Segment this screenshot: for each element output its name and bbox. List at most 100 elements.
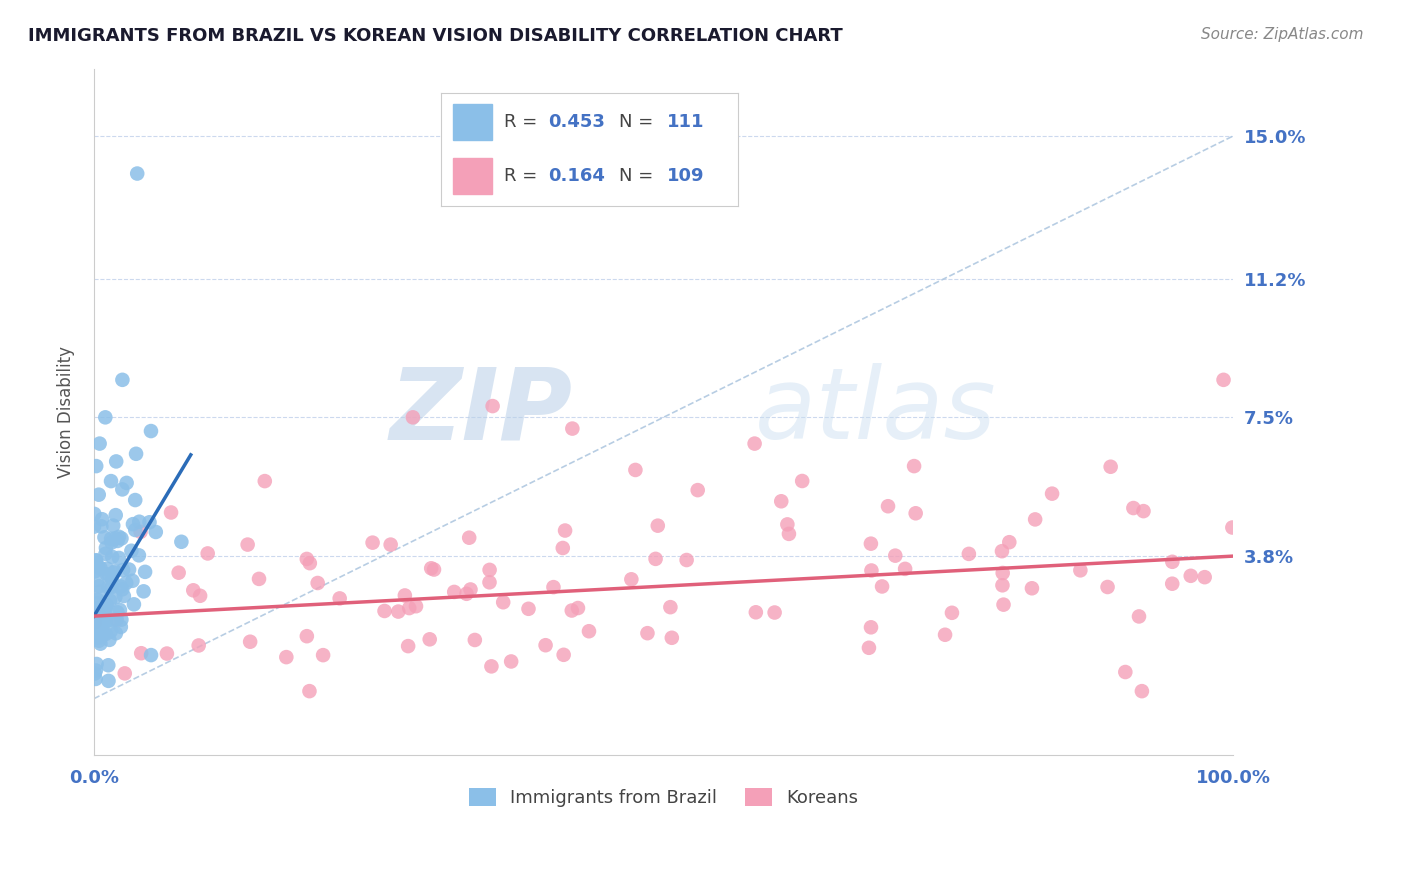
Point (87, 560, 110, 574)
Point (993, 598, 1015, 612)
Point (156, 647, 179, 661)
Point (105, 612, 128, 626)
Point (84, 554, 107, 568)
Point (114, 666, 136, 681)
Point (101, 549, 124, 564)
Point (83, 666, 105, 681)
Point (89, 561, 111, 575)
Point (160, 506, 183, 520)
Point (934, 628, 956, 642)
Text: ZIP: ZIP (389, 363, 572, 460)
Point (551, 541, 574, 555)
Point (89, 585, 111, 599)
Point (957, 547, 980, 561)
Point (94, 611, 117, 625)
Point (620, 572, 643, 586)
Text: Source: ZipAtlas.com: Source: ZipAtlas.com (1201, 27, 1364, 42)
Point (86, 615, 108, 630)
Point (858, 640, 880, 655)
Point (87, 605, 110, 619)
Point (578, 624, 600, 639)
Point (86, 596, 108, 610)
Point (104, 508, 127, 523)
Point (763, 606, 786, 620)
Point (553, 648, 575, 662)
Point (567, 601, 589, 615)
Point (312, 648, 335, 662)
Point (132, 584, 155, 599)
Point (276, 650, 298, 665)
Point (991, 566, 1014, 580)
Point (104, 531, 127, 545)
Point (118, 563, 141, 577)
Point (991, 544, 1014, 558)
Point (298, 556, 321, 570)
Point (1161, 555, 1184, 569)
Point (903, 459, 925, 474)
Point (100, 474, 122, 488)
Point (1122, 501, 1144, 516)
Point (373, 604, 395, 618)
Point (307, 576, 329, 591)
Point (101, 580, 124, 594)
Point (188, 589, 211, 603)
Point (84, 615, 107, 630)
Point (534, 638, 557, 652)
Point (90, 519, 112, 533)
Point (89, 610, 111, 624)
Point (187, 639, 209, 653)
Point (105, 613, 128, 627)
Point (1161, 576, 1184, 591)
Point (125, 447, 148, 461)
Point (647, 518, 669, 533)
Point (86, 620, 108, 634)
Point (139, 648, 162, 662)
Point (501, 655, 523, 669)
Point (84, 459, 107, 474)
Point (97, 658, 120, 673)
Point (87, 606, 110, 620)
Point (1069, 563, 1091, 577)
Point (97, 673, 120, 688)
Point (121, 574, 143, 588)
Point (167, 566, 190, 580)
Point (103, 518, 125, 533)
Point (94, 615, 117, 629)
Point (124, 523, 146, 537)
Point (686, 483, 709, 497)
Point (239, 634, 262, 648)
Point (170, 534, 193, 549)
Point (1194, 570, 1216, 584)
Point (561, 421, 583, 435)
Point (83, 565, 105, 579)
Point (1222, 520, 1244, 534)
Point (98, 593, 121, 607)
Point (481, 399, 503, 413)
Point (83, 507, 105, 521)
Point (96, 567, 118, 582)
Point (98, 632, 121, 647)
Point (98, 568, 121, 582)
Point (744, 436, 766, 450)
Point (110, 620, 132, 634)
Point (402, 410, 425, 425)
Point (94, 602, 117, 616)
Point (93, 615, 115, 630)
Point (295, 629, 318, 643)
Point (1099, 459, 1122, 474)
Point (419, 632, 441, 647)
Point (1021, 581, 1043, 595)
Point (1132, 504, 1154, 518)
Point (84, 672, 107, 686)
Point (108, 550, 131, 565)
Point (659, 600, 682, 615)
Point (661, 631, 683, 645)
Point (443, 585, 465, 599)
Point (94, 541, 117, 555)
Point (423, 562, 446, 576)
Point (394, 589, 416, 603)
Point (1024, 512, 1046, 526)
Point (89, 637, 111, 651)
Point (675, 553, 697, 567)
Point (941, 606, 963, 620)
